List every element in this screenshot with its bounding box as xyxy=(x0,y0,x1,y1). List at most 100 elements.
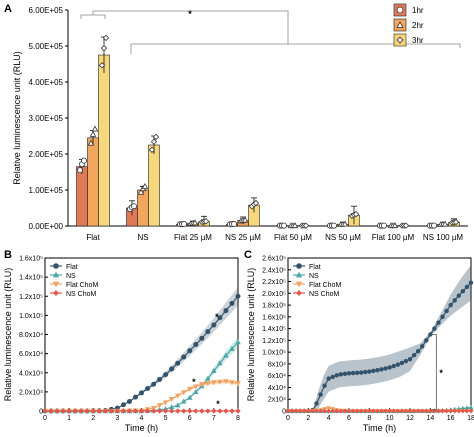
series-point-Flat xyxy=(444,308,449,314)
y-tick-label: 2.4x10⁵ xyxy=(262,267,286,274)
series-point-Flat xyxy=(211,322,217,328)
series-point-Flat xyxy=(440,314,445,320)
legend-marker xyxy=(296,263,302,269)
series-point-NS xyxy=(223,352,229,358)
series-point-NS ChoM xyxy=(289,408,295,414)
series-point-Flat xyxy=(151,381,157,387)
series-point-Flat xyxy=(460,288,466,294)
y-tick-label: 1.4x10⁵ xyxy=(19,275,43,282)
replicate-point xyxy=(89,130,97,137)
series-point-NS ChoM xyxy=(181,408,187,414)
series-point-NS xyxy=(211,367,217,373)
series-point-NS ChoM xyxy=(326,408,332,414)
series-point-Flat ChoM xyxy=(174,393,181,399)
series-point-NS ChoM xyxy=(346,408,352,414)
series-point-NS ChoM xyxy=(468,408,474,414)
series-point-Flat xyxy=(456,293,461,298)
series-point-NS ChoM xyxy=(456,408,462,414)
series-point-NS ChoM xyxy=(403,408,409,414)
panel-label-c: C xyxy=(244,249,252,261)
series-point-NS ChoM xyxy=(338,408,344,414)
series-point-Flat ChoM xyxy=(180,390,187,396)
series-point-NS ChoM xyxy=(223,408,229,414)
series-point-NS ChoM xyxy=(60,408,66,414)
series-point-Flat xyxy=(420,344,425,349)
series-point-NS ChoM xyxy=(42,408,48,414)
legend-label: 1hr xyxy=(412,6,424,15)
series-point-NS ChoM xyxy=(187,408,193,414)
x-tick-label: 8 xyxy=(236,415,240,422)
y-tick-label: 1.6x10⁵ xyxy=(19,256,43,263)
x-tick-label: 2 xyxy=(306,415,310,422)
legend-marker xyxy=(52,281,60,288)
replicate-point xyxy=(430,222,437,229)
bar-2hr xyxy=(87,137,99,227)
series-point-Flat xyxy=(132,394,138,400)
legend-label: NS ChoM xyxy=(309,291,340,298)
series-point-NS ChoM xyxy=(301,408,307,414)
series-point-NS ChoM xyxy=(395,408,401,414)
series-point-NS xyxy=(205,375,211,381)
y-tick-label: 6x10⁴ xyxy=(268,373,286,380)
legend-marker xyxy=(53,290,59,296)
series-point-Flat xyxy=(464,284,470,290)
series-point-NS ChoM xyxy=(411,408,417,414)
replicate-point xyxy=(330,222,337,229)
legend-marker xyxy=(396,21,404,28)
series-point-NS ChoM xyxy=(407,408,413,414)
series-point-Flat xyxy=(350,370,356,376)
y-tick-label: 1.0x10⁵ xyxy=(19,313,43,320)
series-point-NS ChoM xyxy=(90,408,96,414)
series-point-NS ChoM xyxy=(96,408,102,414)
series-point-NS ChoM xyxy=(460,408,466,414)
series-point-Flat xyxy=(223,308,229,314)
replicate-point xyxy=(252,199,260,207)
series-point-Flat xyxy=(318,392,323,397)
x-tick-label: 14 xyxy=(426,415,434,422)
series-point-NS ChoM xyxy=(72,408,78,414)
legend-label: Flat xyxy=(66,264,78,271)
series-point-NS ChoM xyxy=(391,408,397,414)
significance-bracket xyxy=(80,10,461,54)
y-tick-label: 8.0x10⁴ xyxy=(19,332,43,339)
series-point-NS ChoM xyxy=(175,408,181,414)
replicate-point xyxy=(302,222,310,229)
series-point-NS ChoM xyxy=(350,408,356,414)
series-point-NS ChoM xyxy=(138,408,145,414)
x-tick-label-a: NS 50 µM xyxy=(325,233,361,242)
x-tick-label: 4 xyxy=(327,415,331,422)
series-point-NS ChoM xyxy=(217,408,223,414)
y-tick-label: 1.8x10⁵ xyxy=(262,303,286,310)
y-tick-label-a: 2.00E+05 xyxy=(29,150,64,159)
replicate-point xyxy=(230,221,237,228)
series-point-NS ChoM xyxy=(383,408,388,414)
series-point-NS ChoM xyxy=(448,408,454,414)
series-point-NS ChoM xyxy=(144,408,151,414)
series-point-Flat xyxy=(175,360,181,366)
x-tick-label: 18 xyxy=(467,415,474,422)
series-point-NS ChoM xyxy=(205,408,211,414)
replicate-point xyxy=(380,222,387,229)
series-point-NS ChoM xyxy=(452,408,458,414)
replicate-point xyxy=(137,188,145,195)
significance-star: * xyxy=(188,9,192,19)
series-point-NS ChoM xyxy=(358,408,364,414)
y-tick-label: 2.6x10⁵ xyxy=(262,256,286,263)
y-tick-label: 1.0x10⁵ xyxy=(262,350,286,357)
y-tick-label: 1.2x10⁵ xyxy=(262,338,286,345)
series-point-NS ChoM xyxy=(297,408,303,414)
series-point-Flat xyxy=(346,371,352,376)
series-line-Flat xyxy=(288,282,472,412)
series-point-Flat xyxy=(169,366,175,372)
series-point-Flat xyxy=(403,358,409,364)
series-point-NS ChoM xyxy=(354,408,360,414)
series-point-NS ChoM xyxy=(168,408,175,414)
y-tick-label: 0 xyxy=(282,409,286,416)
series-point-Flat ChoM xyxy=(223,379,229,385)
series-point-Flat xyxy=(407,357,413,362)
series-point-NS ChoM xyxy=(342,408,348,414)
series-point-Flat xyxy=(120,402,126,408)
series-line-NS xyxy=(45,341,239,412)
series-point-Flat ChoM xyxy=(193,384,199,390)
series-point-NS ChoM xyxy=(379,408,384,414)
